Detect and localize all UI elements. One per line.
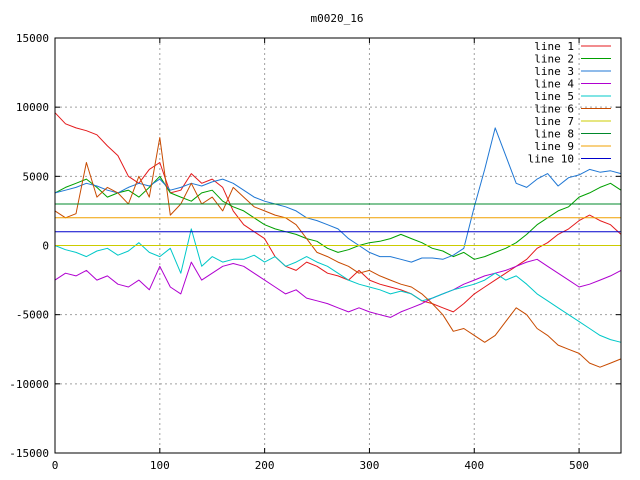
y-tick-label: 0	[42, 240, 49, 253]
legend-label: line 3	[534, 65, 574, 78]
legend-label: line 7	[534, 115, 574, 128]
series-line-1	[54, 112, 622, 313]
x-tick-label: 300	[360, 459, 380, 472]
series-line-2	[54, 175, 622, 260]
y-tick-label: 15000	[16, 32, 49, 45]
series-line-4	[54, 258, 622, 318]
x-tick-label: 400	[464, 459, 484, 472]
y-tick-label: -5000	[16, 309, 49, 322]
legend-label: line 10	[528, 153, 574, 166]
chart-title: m0020_16	[311, 12, 364, 25]
legend-label: line 2	[534, 53, 574, 66]
y-tick-label: -10000	[9, 378, 49, 391]
series-line-6	[54, 137, 622, 368]
y-tick-label: -15000	[9, 447, 49, 460]
x-tick-label: 500	[569, 459, 589, 472]
plot-frame	[54, 37, 622, 454]
series-line-3	[54, 127, 622, 263]
y-axis-ticks: -15000 -10000 -5000 0 5000 10000 15000	[9, 32, 621, 460]
y-tick-label: 10000	[16, 101, 49, 114]
legend-label: line 6	[534, 103, 574, 116]
legend-label: line 5	[534, 90, 574, 103]
x-axis-ticks: 0 100 200 300 400 500	[52, 38, 589, 472]
series-lines	[54, 112, 622, 368]
series-line-5	[54, 228, 622, 343]
x-tick-label: 200	[255, 459, 275, 472]
legend-label: line 8	[534, 128, 574, 141]
x-tick-label: 0	[52, 459, 59, 472]
legend-label: line 9	[534, 140, 574, 153]
x-tick-label: 100	[150, 459, 170, 472]
y-tick-label: 5000	[23, 170, 50, 183]
legend-label: line 1	[534, 40, 574, 53]
legend-label: line 4	[534, 78, 574, 91]
